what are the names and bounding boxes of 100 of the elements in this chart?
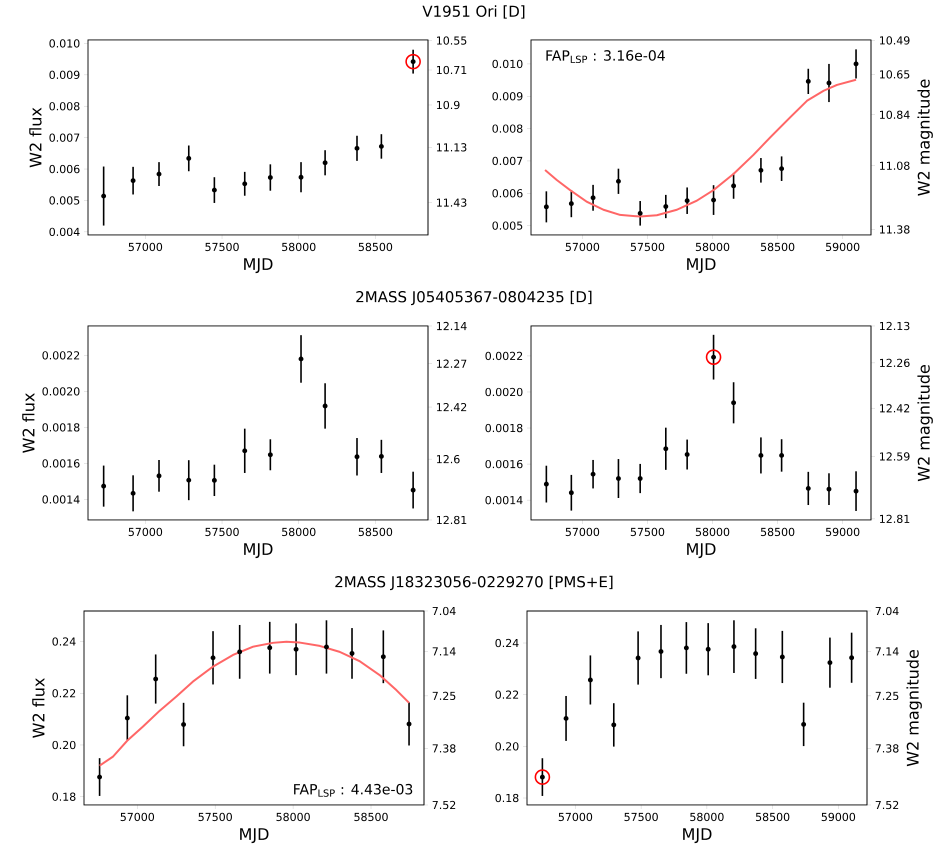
x-tick-label: 58500 [760, 528, 794, 536]
y-tick-label: 0.0016 [485, 460, 523, 468]
point [758, 452, 764, 458]
y2-tick-label: 12.81 [437, 516, 466, 524]
point [322, 160, 328, 166]
x-tick-label: 57500 [205, 528, 239, 536]
y2-axis-title: W2 magnitude [906, 650, 922, 766]
x-tick-label: 57000 [120, 812, 154, 822]
point [826, 486, 832, 492]
point [242, 448, 248, 454]
y2-tick-label: 7.38 [876, 744, 899, 753]
y-tick-label: 0.18 [52, 792, 76, 801]
y2-tick-label: 7.14 [876, 647, 899, 656]
point [212, 478, 217, 483]
point [410, 488, 416, 493]
point [638, 476, 643, 481]
annotation: FAP$_{LSP}$ : 4.43e-03 [294, 784, 412, 797]
y-tick-label: 0.18 [495, 794, 518, 802]
x-tick-label: 58500 [358, 242, 392, 252]
line-series [98, 640, 410, 767]
y-tick-label: 0.007 [49, 133, 80, 142]
y-tick-label: 0.006 [492, 189, 523, 198]
point [827, 660, 832, 666]
point [242, 181, 248, 186]
point [854, 61, 858, 66]
y2-tick-label: 7.04 [876, 606, 899, 616]
point [181, 722, 186, 727]
point [324, 644, 329, 650]
x-tick-label: 57000 [128, 242, 162, 252]
x-tick-label: 58000 [690, 812, 724, 822]
point [684, 198, 690, 204]
y-tick-label: 0.0020 [485, 388, 522, 396]
point [268, 452, 273, 458]
y-tick-label: 0.009 [492, 92, 522, 100]
point [268, 175, 273, 180]
y2-tick-label: 11.43 [437, 198, 466, 207]
point [758, 168, 764, 173]
point [611, 722, 616, 728]
point [354, 454, 360, 460]
y2-tick-label: 11.13 [437, 143, 466, 152]
y-axis-title: W2 flux [29, 108, 42, 168]
point [849, 655, 854, 660]
y-tick-label: 0.006 [49, 164, 80, 174]
y2-tick-label: 12.27 [437, 360, 466, 368]
x-tick-label: 58000 [696, 528, 730, 536]
x-tick-label: 58500 [354, 812, 388, 822]
point [156, 172, 162, 177]
x-tick-label: 58500 [760, 242, 794, 252]
y2-tick-label: 12.14 [437, 322, 467, 330]
x-axis-title: MJD [687, 543, 716, 558]
y2-tick-label: 10.84 [880, 110, 910, 119]
y2-tick-label: 7.52 [876, 800, 898, 810]
y2-tick-label: 11.08 [880, 162, 910, 170]
y2-tick-label: 10.9 [437, 100, 460, 110]
point [731, 400, 736, 406]
y2-tick-label: 7.25 [876, 692, 898, 700]
y2-tick-label: 12.81 [880, 514, 910, 524]
x-tick-label: 57000 [128, 528, 162, 536]
point [210, 655, 216, 660]
y-tick-label: 0.0014 [42, 495, 80, 504]
point [350, 650, 354, 656]
point [706, 349, 722, 365]
point [638, 210, 643, 216]
y2-tick-label: 7.38 [432, 744, 456, 753]
y-tick-label: 0.0020 [42, 387, 80, 396]
point [806, 486, 811, 491]
y-tick-label: 0.008 [492, 124, 522, 133]
point [636, 656, 641, 660]
point [568, 490, 574, 496]
x-tick-label: 57000 [566, 528, 600, 536]
y-tick-label: 0.005 [49, 196, 80, 205]
text: V1951 Ori [D] [422, 5, 524, 19]
y-tick-label: 0.20 [495, 742, 518, 751]
y2-tick-label: 12.26 [880, 358, 910, 368]
point [294, 646, 299, 652]
y-tick-label: 0.24 [495, 638, 519, 648]
text: 2MASS J18323056-0229270 [PMS+E] [335, 576, 612, 590]
point [101, 484, 106, 489]
y2-tick-label: 12.13 [880, 322, 910, 330]
y2-tick-label: 10.49 [880, 36, 910, 45]
point [732, 644, 736, 650]
point [658, 649, 664, 654]
x-tick-label: 57500 [624, 812, 658, 822]
point [544, 482, 549, 487]
point [237, 649, 242, 654]
y2-tick-label: 10.55 [437, 36, 466, 45]
point [544, 204, 549, 210]
point [354, 146, 360, 151]
point [186, 478, 192, 483]
point [684, 645, 689, 650]
point [406, 722, 412, 726]
x-tick-label: 59000 [822, 812, 856, 822]
y2-tick-label: 12.59 [880, 452, 910, 461]
point [616, 178, 621, 184]
y2-tick-label: 12.6 [437, 455, 460, 464]
y2-tick-label: 7.14 [432, 647, 456, 656]
point [826, 80, 832, 86]
y-tick-label: 0.0014 [485, 496, 523, 504]
y2-tick-label: 12.42 [437, 402, 466, 412]
point [298, 356, 304, 362]
